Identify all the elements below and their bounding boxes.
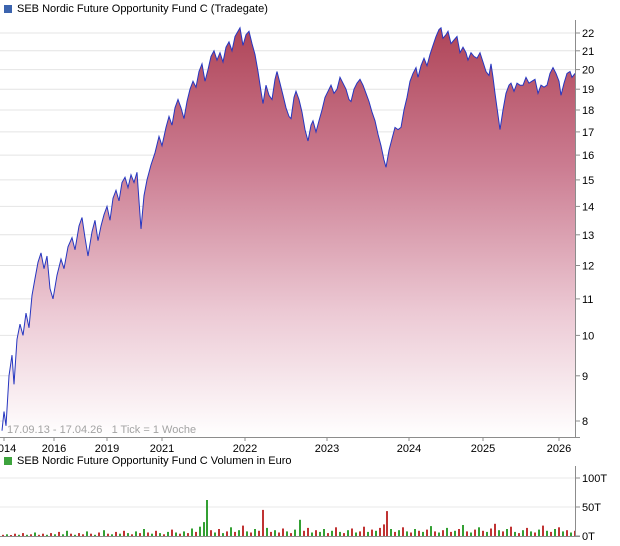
svg-text:100T: 100T	[582, 473, 607, 485]
svg-text:14: 14	[582, 201, 594, 213]
svg-text:18: 18	[582, 105, 594, 117]
svg-text:2024: 2024	[397, 443, 421, 455]
price-legend-square-icon	[4, 5, 12, 13]
svg-text:16: 16	[582, 150, 594, 162]
volume-legend-square-icon	[4, 457, 12, 465]
svg-text:2023: 2023	[315, 443, 339, 455]
svg-text:2026: 2026	[547, 443, 571, 455]
svg-text:2022: 2022	[233, 443, 257, 455]
svg-text:8: 8	[582, 416, 588, 428]
svg-text:2025: 2025	[471, 443, 495, 455]
svg-text:50T: 50T	[582, 502, 601, 514]
svg-text:19: 19	[582, 84, 594, 96]
svg-text:0T: 0T	[582, 531, 595, 543]
volume-chart-header: SEB Nordic Future Opportunity Fund C Vol…	[4, 455, 292, 467]
svg-text:17: 17	[582, 127, 594, 139]
svg-text:11: 11	[582, 294, 593, 306]
main-chart-title: SEB Nordic Future Opportunity Fund C (Tr…	[17, 3, 268, 15]
date-range-label: 17.09.13 - 17.04.26 1 Tick = 1 Woche	[7, 424, 197, 436]
svg-text:2014: 2014	[0, 443, 16, 455]
svg-text:15: 15	[582, 175, 594, 187]
volume-chart-title: SEB Nordic Future Opportunity Fund C Vol…	[17, 455, 292, 467]
svg-text:2021: 2021	[150, 443, 174, 455]
svg-text:9: 9	[582, 371, 588, 383]
svg-text:10: 10	[582, 330, 594, 342]
main-chart-header: SEB Nordic Future Opportunity Fund C (Tr…	[4, 3, 268, 15]
svg-text:2019: 2019	[95, 443, 119, 455]
svg-text:20: 20	[582, 65, 594, 77]
svg-text:21: 21	[582, 46, 594, 58]
svg-text:13: 13	[582, 230, 594, 242]
svg-text:22: 22	[582, 28, 594, 40]
svg-text:12: 12	[582, 261, 594, 273]
svg-text:2016: 2016	[42, 443, 66, 455]
